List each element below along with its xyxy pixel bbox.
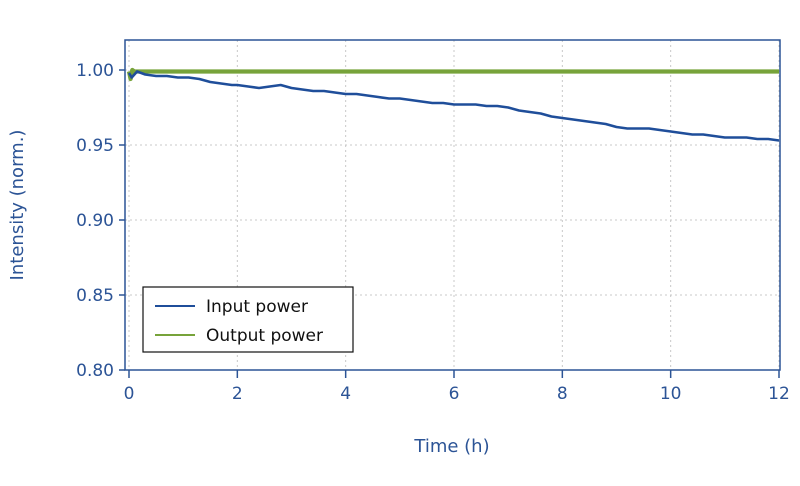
y-tick-label: 0.85 <box>76 286 114 306</box>
legend: Input power Output power <box>142 286 354 353</box>
series-line-output-power <box>126 67 779 82</box>
legend-box <box>142 286 354 353</box>
x-axis-title: Time (h) <box>413 436 489 457</box>
series-layer <box>126 67 780 142</box>
ticks-layer: 0 2 4 6 8 10 12 0.80 0.85 0.90 0.95 1.00 <box>76 61 790 404</box>
legend-label-output-power: Output power <box>206 326 323 346</box>
x-tick-label: 12 <box>768 384 790 404</box>
legend-label-input-power: Input power <box>206 297 308 317</box>
x-tick-label: 8 <box>557 384 568 404</box>
x-tick-label: 4 <box>340 384 351 404</box>
y-tick-label: 0.90 <box>76 211 114 231</box>
x-tick-label: 10 <box>660 384 682 404</box>
y-axis-title: Intensity (norm.) <box>7 130 28 281</box>
series-line-input-power <box>127 70 780 142</box>
y-tick-label: 1.00 <box>76 61 114 81</box>
x-tick-label: 0 <box>124 384 135 404</box>
x-tick-label: 2 <box>232 384 243 404</box>
plot-frame <box>124 39 781 371</box>
y-tick-label: 0.95 <box>76 136 114 156</box>
y-tick-label: 0.80 <box>76 361 114 381</box>
x-tick-label: 6 <box>449 384 460 404</box>
